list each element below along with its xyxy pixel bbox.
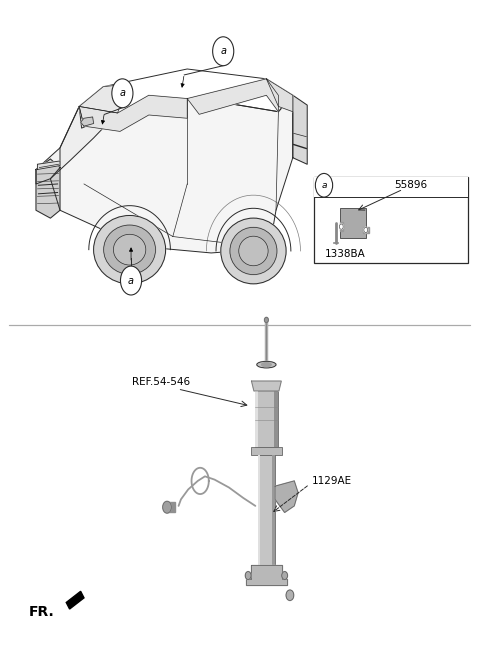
Polygon shape (79, 84, 127, 113)
Text: 1129AE: 1129AE (312, 476, 352, 486)
Circle shape (112, 79, 133, 108)
Text: a: a (321, 181, 327, 190)
Ellipse shape (230, 227, 277, 275)
FancyBboxPatch shape (255, 391, 278, 447)
Circle shape (286, 590, 294, 600)
Polygon shape (66, 591, 84, 609)
Text: a: a (220, 46, 226, 57)
Polygon shape (79, 95, 187, 131)
FancyBboxPatch shape (251, 447, 282, 455)
Text: 55896: 55896 (394, 180, 427, 191)
Polygon shape (266, 79, 293, 112)
Circle shape (120, 266, 142, 295)
Ellipse shape (104, 225, 156, 274)
Polygon shape (50, 95, 293, 253)
Polygon shape (81, 117, 94, 126)
Polygon shape (37, 161, 60, 170)
Text: a: a (128, 275, 134, 286)
FancyBboxPatch shape (314, 177, 468, 197)
Text: a: a (120, 88, 125, 99)
Ellipse shape (113, 235, 146, 265)
Polygon shape (275, 481, 298, 512)
FancyBboxPatch shape (314, 177, 468, 263)
FancyBboxPatch shape (272, 455, 275, 565)
Polygon shape (36, 159, 60, 218)
Ellipse shape (257, 361, 276, 368)
Text: FR.: FR. (29, 605, 55, 620)
Ellipse shape (262, 363, 271, 367)
Circle shape (213, 37, 234, 66)
Polygon shape (293, 95, 307, 164)
FancyBboxPatch shape (274, 391, 278, 447)
Polygon shape (340, 222, 343, 231)
Ellipse shape (221, 218, 286, 284)
Ellipse shape (239, 236, 268, 266)
Circle shape (339, 224, 343, 229)
Polygon shape (252, 381, 281, 391)
FancyBboxPatch shape (340, 208, 366, 238)
Circle shape (264, 317, 268, 323)
Text: 1338BA: 1338BA (325, 249, 366, 260)
Circle shape (163, 501, 171, 513)
Polygon shape (36, 106, 118, 184)
FancyBboxPatch shape (258, 455, 260, 565)
Text: REF.54-546: REF.54-546 (132, 377, 190, 388)
Ellipse shape (94, 215, 166, 284)
Circle shape (245, 572, 251, 579)
Polygon shape (246, 565, 287, 585)
Polygon shape (167, 502, 175, 512)
Polygon shape (363, 227, 369, 233)
Circle shape (282, 572, 288, 579)
FancyBboxPatch shape (258, 455, 275, 565)
Polygon shape (187, 79, 278, 114)
Circle shape (315, 173, 333, 197)
FancyBboxPatch shape (255, 391, 258, 447)
Circle shape (364, 227, 368, 233)
